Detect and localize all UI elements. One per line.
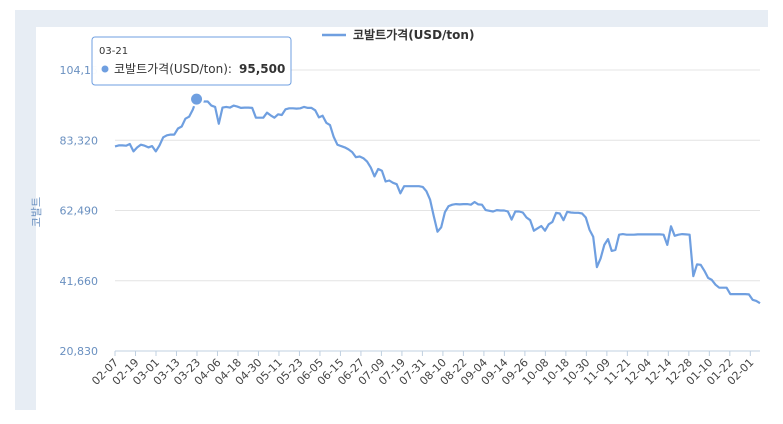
y-tick-label: 62,490 <box>60 205 99 218</box>
legend-label: 코발트가격(USD/ton) <box>353 27 474 42</box>
tooltip-series-label: 코발트가격(USD/ton): <box>114 62 232 76</box>
legend[interactable]: 코발트가격(USD/ton) <box>322 27 474 42</box>
tooltip-marker <box>101 65 109 73</box>
y-axis: 20,830 41,660 62,490 83,320 104,15 <box>60 64 99 358</box>
tooltip: 03-21 코발트가격(USD/ton): 95,500 <box>91 36 292 86</box>
tooltip-date: 03-21 <box>99 46 128 57</box>
y-tick-label: 41,660 <box>60 275 99 288</box>
chart-panel <box>36 27 776 411</box>
grid-lines <box>115 69 760 352</box>
tooltip-box <box>91 36 292 86</box>
hover-point <box>189 91 205 107</box>
y-axis-label: 코발트 <box>30 197 43 227</box>
series-layer <box>114 91 761 305</box>
tooltip-value: 95,500 <box>239 62 285 76</box>
x-axis: 02-0702-1903-0103-1303-2304-0604-1804-30… <box>89 351 756 388</box>
series-line <box>114 98 761 305</box>
y-tick-label: 83,320 <box>60 134 99 147</box>
y-tick-label: 104,15 <box>60 64 99 77</box>
y-tick-label: 20,830 <box>60 345 99 358</box>
